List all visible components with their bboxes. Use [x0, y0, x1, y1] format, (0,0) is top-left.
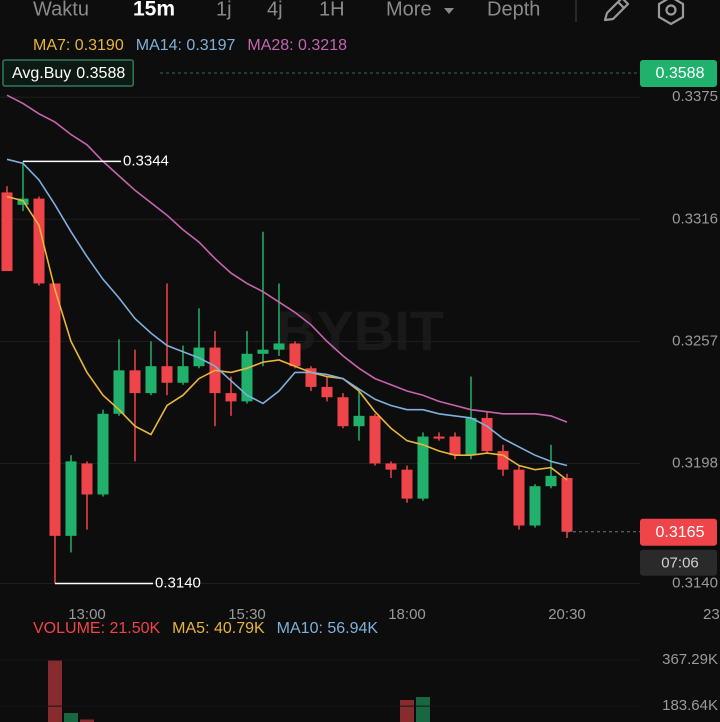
ma-line [6, 94, 568, 423]
countdown: 07:06 [661, 555, 699, 572]
candle-body [433, 436, 445, 439]
price-plot: 0.3375 0.3316 0.3257 0.3198 0.3140 13:00 15:30… [0, 59, 720, 722]
candle-body [305, 368, 317, 387]
ma-line [6, 195, 568, 481]
candle-body [273, 343, 285, 350]
candle-body [513, 469, 525, 526]
x-tick-label: 20:30 [548, 606, 586, 623]
candle-body [449, 436, 461, 456]
volume-bar [416, 697, 430, 722]
candle-body [145, 366, 157, 394]
toolbar: Waktu 15m 1j 4j 1H More Depth [33, 0, 685, 26]
candle-body [561, 477, 573, 532]
tab-4j[interactable]: 4j [267, 0, 283, 20]
candle-body [481, 417, 493, 452]
candle-body [385, 463, 397, 470]
legend-entry: MA14: 0.3197 [136, 37, 236, 54]
candle-body [129, 370, 141, 394]
more-caret [444, 8, 454, 14]
candle-body [369, 415, 381, 464]
avg-buy-box [2, 59, 134, 87]
volume-legend-entry: MA5: 40.79K [172, 620, 265, 637]
candle-body [81, 463, 93, 495]
candle-body [241, 353, 253, 402]
max-label: 0.3344 [123, 152, 169, 169]
tab-1j[interactable]: 1j [216, 0, 232, 20]
volume-legend-entry: MA10: 56.94K [277, 620, 379, 637]
candle-body [49, 283, 61, 536]
candle-body [257, 349, 269, 354]
candle-body [529, 486, 541, 526]
y-tick-label: 0.3257 [672, 332, 718, 349]
candle-body [33, 198, 45, 284]
avg-buy-tag [640, 60, 717, 87]
avg-buy-caption: Avg.Buy [12, 65, 71, 82]
candle-body [289, 343, 301, 367]
tab-depth[interactable]: Depth [487, 0, 540, 20]
tab-time[interactable]: Waktu [33, 0, 89, 20]
candle-body [65, 461, 77, 536]
candle-body [417, 436, 429, 499]
ma-line [6, 158, 568, 467]
tab-1h[interactable]: 1H [319, 0, 345, 20]
volume-tick-label: 367.29K [662, 651, 718, 668]
y-tick-label: 0.3140 [672, 574, 718, 591]
avg-buy-label: Avg.Buy 0.3588 [12, 65, 125, 82]
y-tick-label: 0.3316 [672, 210, 718, 227]
tab-15m[interactable]: 15m [133, 0, 175, 21]
candle-body [321, 386, 333, 398]
tab-more[interactable]: More [386, 0, 432, 20]
legend-entry: MA28: 0.3218 [247, 37, 347, 54]
avg-buy-value: 0.3588 [76, 65, 125, 82]
candle-body [225, 393, 237, 402]
y-tick-label: 0.3198 [672, 454, 718, 471]
ma-legend: MA7: 0.3190 MA14: 0.3197 MA28: 0.3218 [33, 37, 347, 54]
volume-bar [48, 660, 62, 722]
candle-body [97, 413, 109, 495]
y-tick-label: 0.3375 [672, 88, 718, 105]
candle-body [161, 366, 173, 383]
candle-body [465, 417, 477, 456]
volume-bar [64, 713, 78, 722]
candle-body [177, 366, 189, 383]
avg-buy-tag-label: 0.3588 [656, 65, 705, 82]
candle-body [401, 469, 413, 499]
countdown-box [640, 549, 717, 576]
watermark: BYBIT [276, 299, 444, 362]
candle-body [353, 415, 365, 427]
last-price-label: 0.3165 [656, 524, 705, 541]
pencil-icon[interactable] [603, 0, 630, 22]
x-tick-label: 13:00 [68, 606, 106, 623]
candle-body [113, 370, 125, 414]
min-label: 0.3140 [155, 574, 201, 591]
candle-body [545, 475, 557, 487]
last-price-tag [640, 518, 717, 546]
candle-body [337, 397, 349, 427]
x-tick-label: 23 [703, 606, 720, 623]
candle-body [1, 192, 13, 272]
candle-body [497, 451, 509, 470]
legend-entry: MA7: 0.3190 [33, 37, 124, 54]
x-tick-label: 18:00 [388, 606, 426, 623]
volume-tick-label: 183.64K [662, 697, 718, 714]
volume-bar [80, 719, 94, 722]
volume-bar [400, 700, 414, 722]
settings-icon[interactable] [657, 0, 685, 26]
volume-title: VOLUME: 21.50K [33, 620, 161, 637]
candle-body [193, 347, 205, 367]
x-tick-label: 15:30 [228, 606, 266, 623]
